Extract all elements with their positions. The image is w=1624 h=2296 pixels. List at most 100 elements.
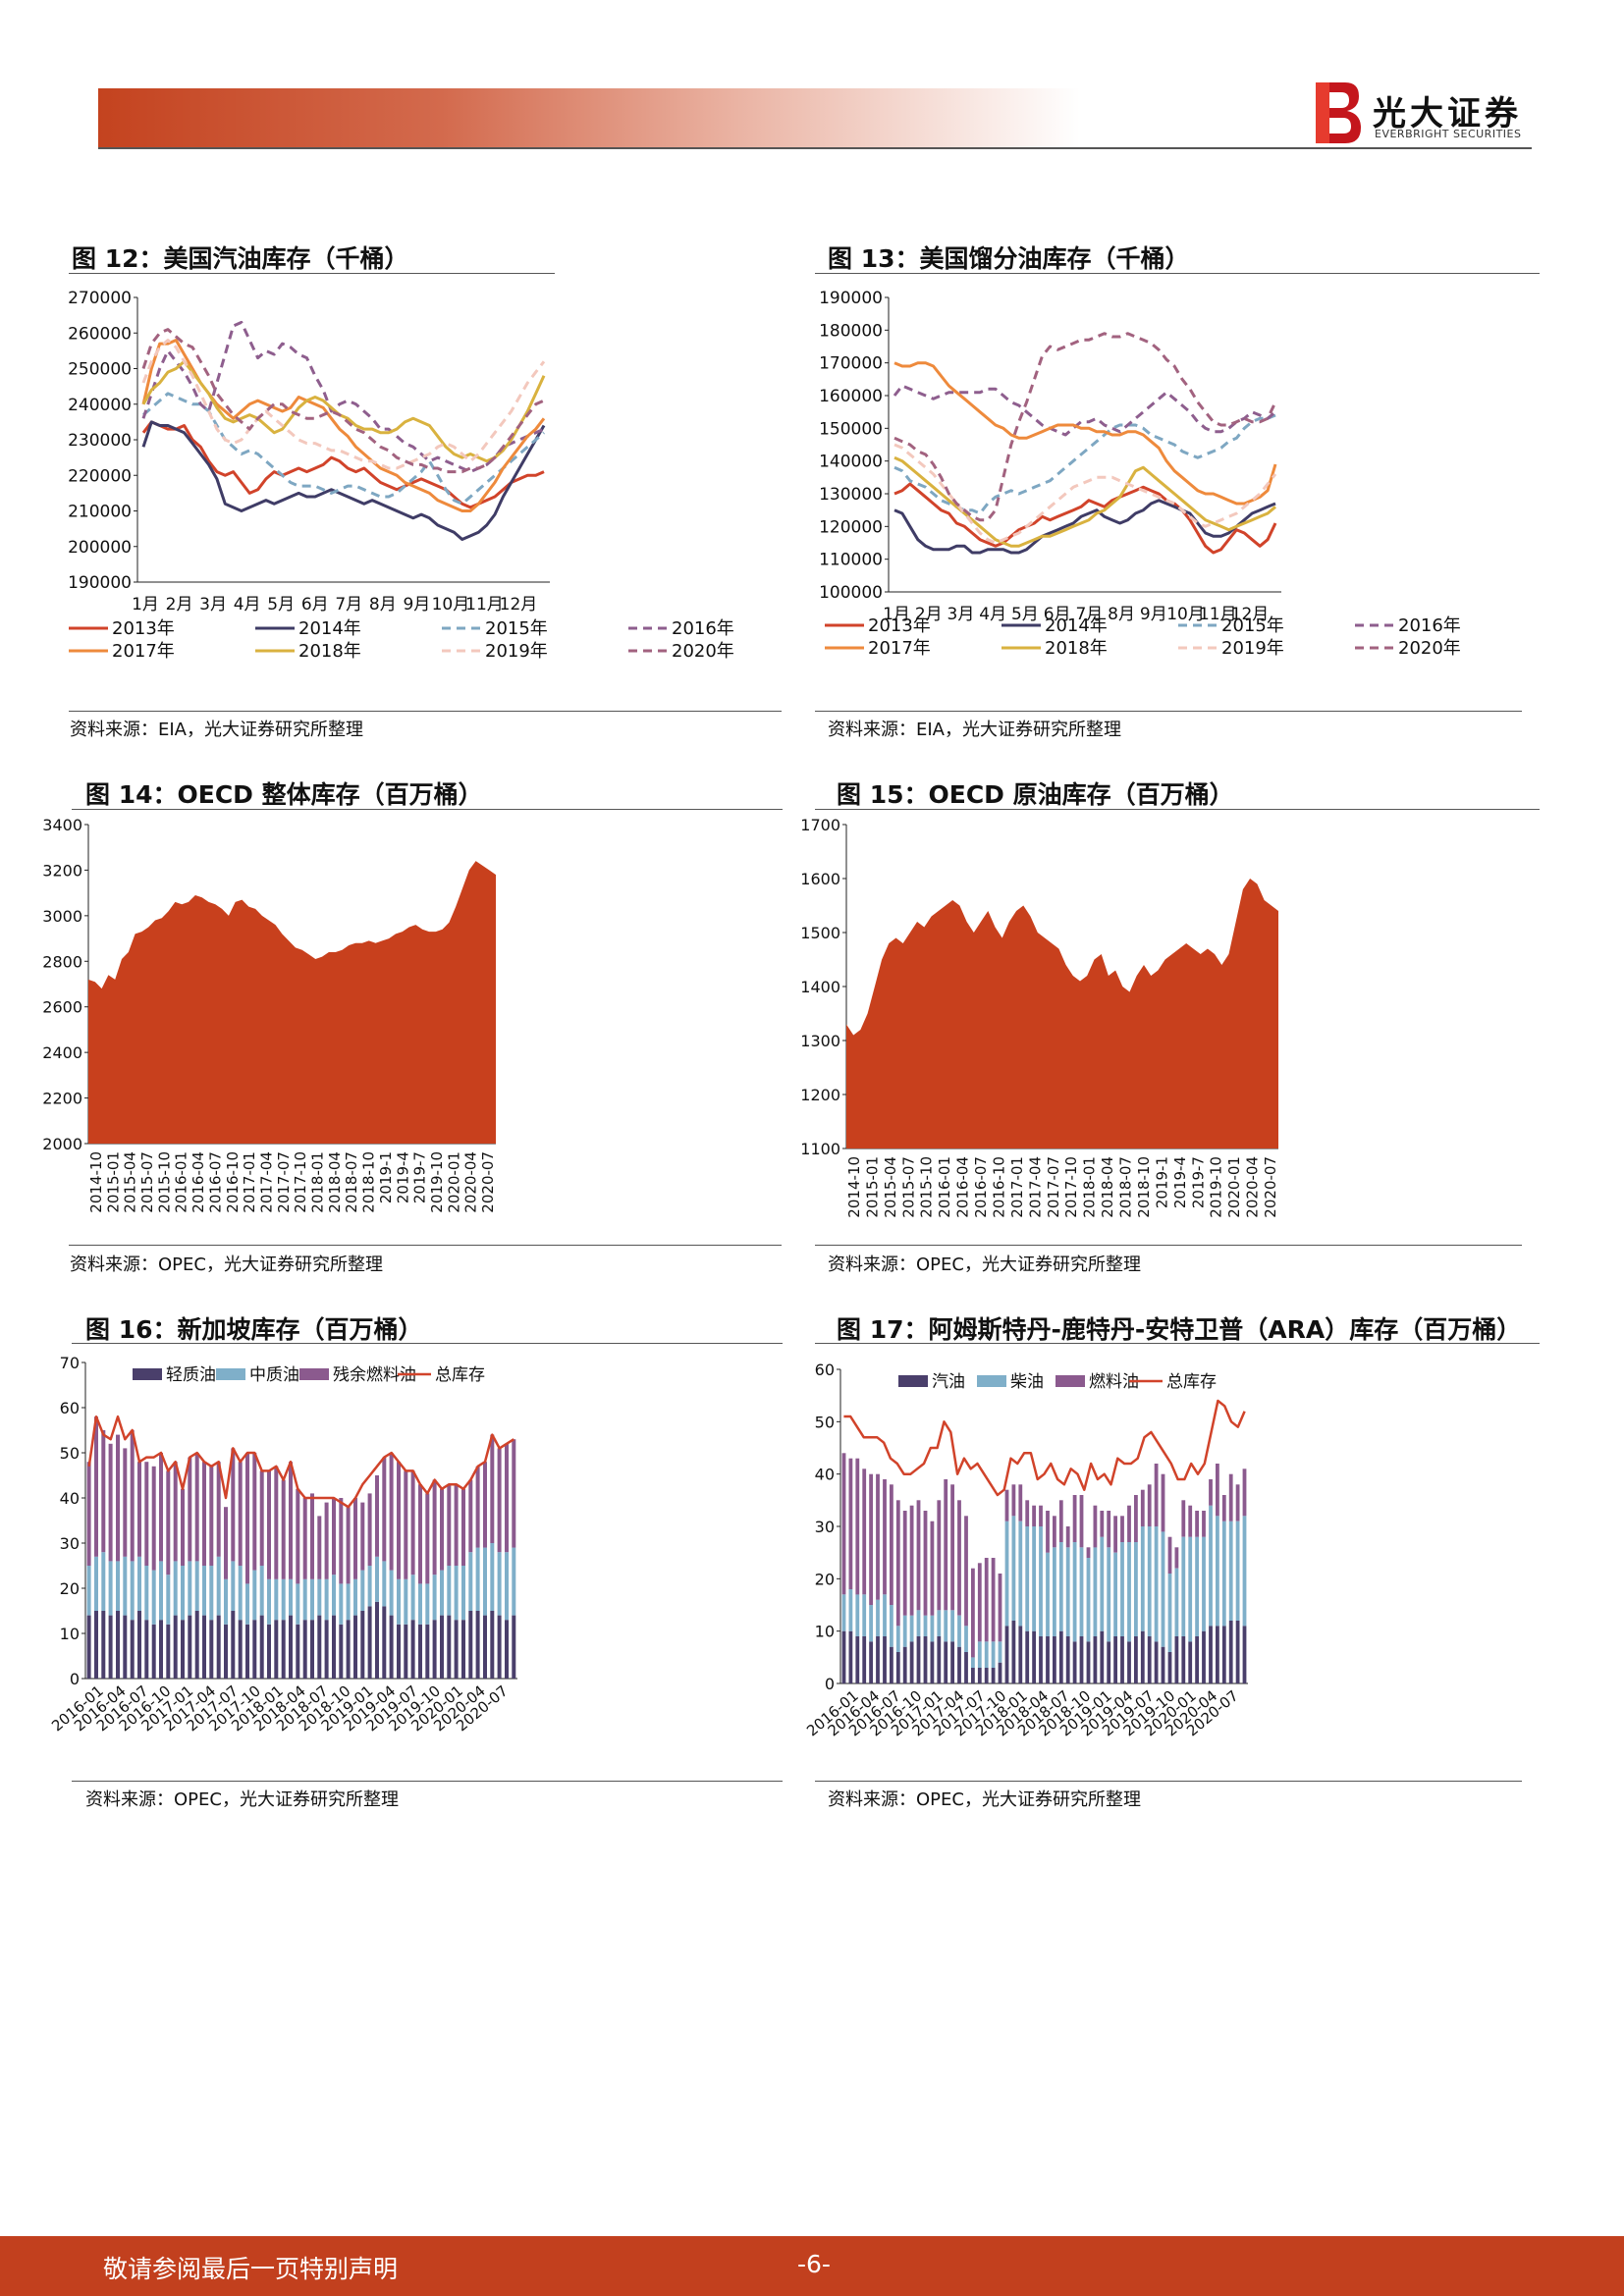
bar-segment <box>998 1641 1002 1663</box>
legend-label: 2018年 <box>298 641 361 662</box>
x-tick-label: 2020-04 <box>1244 1156 1262 1218</box>
bar-segment <box>1086 1641 1091 1683</box>
legend-swatch <box>299 1368 329 1380</box>
bar-segment <box>238 1620 243 1679</box>
series-line <box>893 443 1277 545</box>
header-gradient-bar <box>98 88 1080 147</box>
y-tick-label: 40 <box>815 1466 835 1484</box>
bar-segment <box>841 1630 846 1683</box>
chart-13-source: 资料来源：EIA，光大证券研究所整理 <box>828 720 1121 740</box>
y-tick-label: 230000 <box>68 431 132 451</box>
bar-segment <box>389 1570 394 1616</box>
bar-segment <box>930 1615 935 1642</box>
x-tick-label: 2015-04 <box>122 1151 139 1213</box>
y-tick-label: 60 <box>60 1399 80 1417</box>
bar-segment <box>259 1615 264 1679</box>
y-tick-label: 1500 <box>800 924 840 942</box>
x-tick-label: 7月 <box>1075 605 1103 624</box>
chart-12-title-rule <box>69 273 555 274</box>
bar-segment <box>166 1575 171 1625</box>
x-tick-label: 8月 <box>1108 605 1135 624</box>
bar-segment <box>1161 1646 1165 1683</box>
bar-segment <box>483 1462 487 1548</box>
y-tick-label: 2000 <box>42 1135 82 1153</box>
bar-segment <box>1093 1547 1098 1636</box>
bar-segment <box>159 1561 163 1621</box>
header-rule <box>98 147 1532 149</box>
bar-segment <box>440 1615 444 1679</box>
bar-segment <box>1046 1636 1050 1683</box>
bar-segment <box>1100 1630 1105 1683</box>
bar-segment <box>1202 1536 1206 1631</box>
legend-label: 轻质油 <box>166 1365 216 1385</box>
legend-label: 总库存 <box>1166 1372 1217 1392</box>
y-tick-label: 190000 <box>819 289 883 308</box>
bar-segment <box>1065 1636 1070 1683</box>
bar-segment <box>216 1556 221 1616</box>
bar-segment <box>1181 1536 1186 1636</box>
chart-12-source: 资料来源：EIA，光大证券研究所整理 <box>70 720 363 740</box>
brand-logo: 光大证券 EVERBRIGHT SECURITIES <box>1316 82 1542 143</box>
bar-segment <box>130 1620 135 1679</box>
bar-segment <box>108 1443 113 1562</box>
bar-segment <box>289 1462 293 1579</box>
x-tick-label: 2016-04 <box>189 1151 207 1213</box>
bar-segment <box>468 1479 473 1553</box>
bar-segment <box>1188 1505 1193 1537</box>
area-series <box>846 879 1278 1148</box>
bar-segment <box>137 1556 141 1611</box>
bar-segment <box>224 1578 228 1625</box>
bar-segment <box>461 1488 465 1566</box>
bar-segment <box>86 1462 91 1566</box>
bar-segment <box>937 1500 942 1611</box>
bar-segment <box>505 1443 509 1553</box>
bar-segment <box>1140 1630 1145 1683</box>
bar-segment <box>382 1561 387 1607</box>
bar-segment <box>1209 1626 1213 1683</box>
bar-segment <box>1065 1526 1070 1548</box>
bar-segment <box>1174 1636 1179 1683</box>
x-tick-label: 9月 <box>1140 605 1167 624</box>
chart-16-title: 图 16：新加坡库存（百万桶） <box>85 1315 423 1344</box>
x-tick-label: 2019-10 <box>1208 1156 1225 1218</box>
x-tick-label: 4月 <box>234 595 261 614</box>
bar-segment <box>397 1578 401 1625</box>
legend-label: 2020年 <box>1398 638 1461 659</box>
bar-segment <box>1202 1511 1206 1537</box>
bar-segment <box>238 1462 243 1566</box>
x-tick-label: 2015-04 <box>882 1156 899 1218</box>
bar-segment <box>1134 1636 1138 1683</box>
bar-segment <box>930 1641 935 1683</box>
bar-segment <box>1221 1495 1226 1522</box>
series-line <box>141 339 546 470</box>
bar-segment <box>382 1457 387 1562</box>
x-tick-label: 2015-10 <box>918 1156 936 1218</box>
bar-segment <box>181 1620 185 1679</box>
area-series <box>88 861 496 1144</box>
series-line <box>893 361 1277 506</box>
bar-segment <box>440 1488 444 1571</box>
bar-segment <box>902 1646 907 1683</box>
y-tick-label: 1600 <box>800 870 840 888</box>
x-tick-label: 2019-7 <box>411 1151 429 1203</box>
brand-name-cn: 光大证券 <box>1373 94 1522 133</box>
bar-segment <box>346 1507 351 1584</box>
chart-16-source-rule <box>72 1781 783 1782</box>
y-tick-label: 170000 <box>819 354 883 374</box>
bar-segment <box>991 1641 996 1668</box>
bar-segment <box>360 1611 365 1679</box>
legend-swatch <box>977 1375 1006 1387</box>
bar-segment <box>1053 1636 1056 1683</box>
bar-segment <box>1195 1536 1199 1636</box>
bar-segment <box>984 1558 989 1642</box>
bar-segment <box>1011 1621 1016 1683</box>
y-tick-label: 3200 <box>42 861 82 880</box>
bar-segment <box>339 1583 344 1625</box>
bar-segment <box>130 1561 135 1621</box>
bar-segment <box>876 1599 880 1636</box>
bar-segment <box>909 1505 914 1616</box>
bar-segment <box>418 1583 422 1625</box>
bar-segment <box>252 1453 257 1571</box>
bar-segment <box>1004 1521 1009 1627</box>
bar-segment <box>1242 1626 1247 1683</box>
